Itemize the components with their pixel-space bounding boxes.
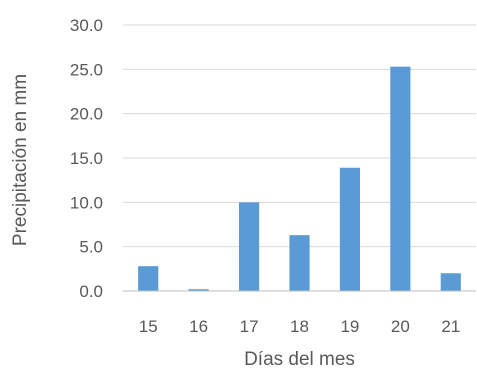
bar-19 [339, 167, 361, 291]
bar-21 [440, 273, 461, 291]
bars [138, 66, 461, 291]
y-tick-label: 25.0 [70, 60, 103, 79]
bar-15 [138, 266, 159, 291]
x-tick-labels: 15 16 17 18 19 20 21 [139, 317, 460, 336]
x-tick-label: 21 [441, 317, 460, 336]
y-tick-label: 30.0 [70, 16, 103, 35]
x-tick-label: 17 [240, 317, 259, 336]
y-tick-label: 5.0 [79, 238, 103, 257]
x-tick-label: 16 [189, 317, 208, 336]
bar-17 [238, 202, 260, 291]
bar-20 [390, 66, 411, 291]
y-tick-label: 20.0 [70, 105, 103, 124]
x-tick-label: 19 [340, 317, 359, 336]
bar-18 [289, 235, 310, 291]
x-tick-label: 15 [139, 317, 158, 336]
y-tick-label: 10.0 [70, 193, 103, 212]
y-tick-labels: 0.0 5.0 10.0 15.0 20.0 25.0 30.0 [70, 16, 103, 301]
x-axis-title: Días del mes [244, 349, 355, 370]
y-axis-title: Precipitación en mm [10, 74, 31, 246]
x-tick-label: 18 [290, 317, 309, 336]
y-tick-label: 0.0 [79, 282, 103, 301]
y-tick-label: 15.0 [70, 149, 103, 168]
x-tick-label: 20 [391, 317, 410, 336]
bar-16 [188, 289, 209, 291]
gridlines [123, 24, 476, 248]
